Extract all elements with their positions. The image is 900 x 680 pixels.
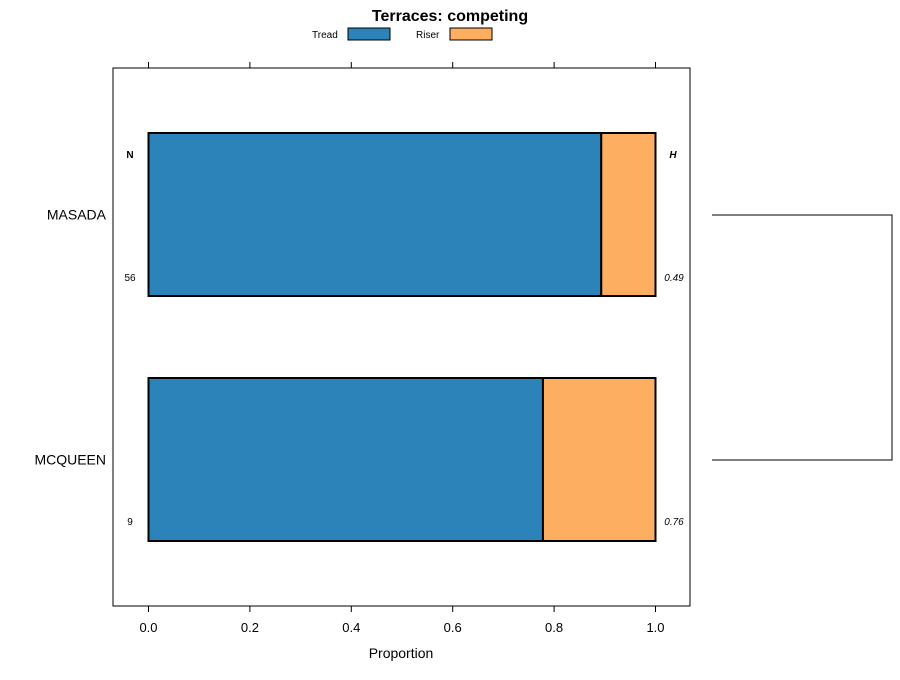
annotations: N H 56 9 0.49 0.76 — [124, 150, 684, 528]
h-value: 0.49 — [664, 273, 684, 284]
category-labels: MASADA MCQUEEN — [34, 207, 106, 468]
category-label: MASADA — [47, 207, 107, 223]
x-tick-label: 0.2 — [241, 620, 259, 635]
bar-tread-masada — [147, 132, 603, 297]
x-tick-label: 0.6 — [444, 620, 462, 635]
h-value: 0.76 — [664, 517, 684, 528]
bars — [147, 132, 657, 542]
legend-swatch — [449, 27, 493, 41]
x-tick-label: 0.4 — [342, 620, 360, 635]
x-tick-label: 0.8 — [545, 620, 563, 635]
x-axis: 0.0 0.2 0.4 0.6 0.8 1.0 — [139, 62, 665, 635]
chart-title: Terraces: competing — [372, 8, 528, 25]
legend: Tread Riser — [312, 27, 493, 41]
h-header: H — [669, 150, 677, 161]
bar-riser-mcqueen — [541, 377, 657, 542]
legend-label: Riser — [416, 30, 440, 41]
dendrogram — [712, 214, 893, 461]
legend-label: Tread — [312, 30, 338, 41]
legend-swatch — [347, 27, 391, 41]
category-label: MCQUEEN — [34, 452, 106, 468]
plot-frame — [112, 67, 691, 607]
bar-tread-mcqueen — [147, 377, 544, 542]
n-value: 9 — [127, 517, 133, 528]
n-header: N — [126, 150, 133, 161]
n-value: 56 — [124, 273, 136, 284]
x-tick-label: 0.0 — [139, 620, 157, 635]
x-axis-title: Proportion — [369, 645, 434, 661]
x-tick-label: 1.0 — [646, 620, 664, 635]
bar-riser-masada — [600, 132, 657, 297]
